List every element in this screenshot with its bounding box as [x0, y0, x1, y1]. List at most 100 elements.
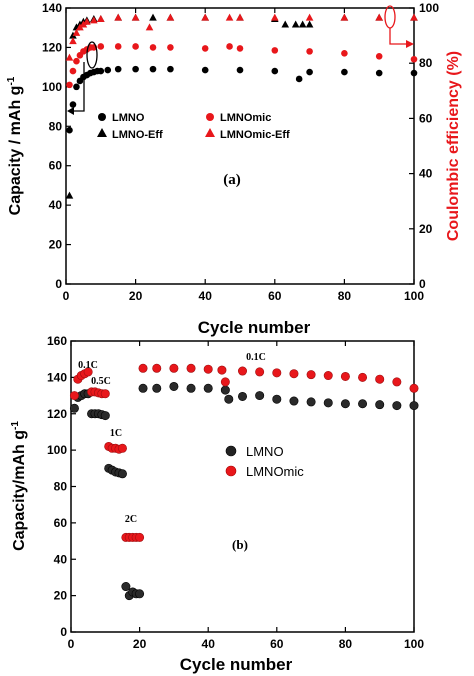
- data-point-lmno-b: [224, 394, 234, 404]
- data-point-lmnomic-eff: [72, 28, 81, 36]
- data-point-lmno-b: [409, 401, 419, 411]
- y2-tick-label: 20: [419, 222, 433, 236]
- legend-label-lmno-b: LMNO: [246, 444, 284, 459]
- data-point-lmnomic-eff: [225, 13, 234, 21]
- plot-frame-a: [65, 7, 415, 285]
- y-tick-label: 80: [49, 119, 63, 133]
- data-point-lmno-eff: [65, 191, 74, 199]
- panel-label-b: (b): [232, 537, 248, 552]
- y-axis-ticks-a: 0 20 40 60 80 100 120 140: [42, 1, 71, 291]
- legend-marker-lmno: [98, 113, 106, 121]
- data-point-lmnomic-eff: [76, 23, 84, 31]
- data-point-lmno-b: [69, 403, 79, 413]
- data-point-lmno: [97, 67, 105, 75]
- x-tick-label: 40: [199, 289, 213, 303]
- data-point-lmnomic: [410, 55, 418, 63]
- data-point-lmnomic-eff: [79, 20, 88, 28]
- x-axis-ticks-a: 0 20 40 60 80 100: [63, 8, 424, 303]
- data-point-lmnomic-eff: [410, 13, 418, 21]
- data-point-lmnomic-eff: [375, 13, 383, 21]
- data-point-lmno-b: [375, 400, 385, 410]
- data-point-lmno-eff: [291, 20, 300, 28]
- data-point-lmnomic: [201, 45, 209, 52]
- data-point-lmno-b: [100, 411, 110, 421]
- data-point-lmnomic-b: [272, 368, 282, 378]
- data-point-lmnomic-b: [306, 370, 316, 380]
- legend-marker-lmnomic: [206, 113, 214, 121]
- data-point-lmno-b: [306, 397, 316, 407]
- legend-marker-lmno-b: [225, 445, 237, 457]
- capacity-highlight-ellipse: [86, 41, 98, 69]
- data-point-lmno-b: [220, 385, 230, 395]
- data-point-lmno-eff: [305, 20, 314, 28]
- y-tick-label: 140: [47, 370, 67, 384]
- legend-b: LMNO LMNOmic: [225, 444, 304, 479]
- data-point-lmno-b: [138, 383, 148, 393]
- data-point-lmno-b: [255, 391, 265, 401]
- data-point-lmnomic-b: [217, 365, 227, 375]
- rate-label-1C: 1C: [110, 428, 122, 439]
- data-point-lmnomic-b: [138, 363, 148, 373]
- data-point-lmno-b: [186, 383, 196, 393]
- data-point-lmnomic: [66, 81, 73, 89]
- y-tick-label: 100: [47, 443, 67, 457]
- x-tick-label: 60: [270, 637, 284, 651]
- x-tick-label: 80: [338, 289, 352, 303]
- y2-axis-ticks-a: 0 20 40 60 80 100: [409, 1, 439, 291]
- data-point-lmnomic-eff: [145, 23, 154, 31]
- x-tick-label: 100: [404, 637, 424, 651]
- y-tick-label: 20: [54, 589, 68, 603]
- data-point-lmnomic-b: [220, 377, 230, 387]
- data-point-lmnomic-b: [186, 363, 196, 373]
- y-tick-label: 120: [47, 407, 67, 421]
- x-tick-label: 0: [63, 289, 70, 303]
- y2-axis-title-a: Coulombic efficiency (%): [445, 51, 462, 241]
- data-point-lmno-b: [238, 391, 248, 401]
- data-point-lmnomic-b: [392, 377, 402, 387]
- data-point-lmno-eff: [149, 13, 157, 21]
- legend-marker-lmnomic-eff: [205, 128, 215, 137]
- capacity-pointer-line: [72, 62, 85, 112]
- x-tick-label: 40: [202, 637, 216, 651]
- y-tick-label: 0: [60, 625, 67, 639]
- data-point-lmno-eff: [298, 20, 307, 28]
- rate-label-0.5C: 0.5C: [91, 376, 111, 387]
- data-point-lmno: [132, 65, 139, 73]
- data-point-lmnomic-b: [203, 364, 213, 374]
- y-tick-label: 40: [54, 552, 68, 566]
- data-point-lmnomic-b: [135, 532, 145, 542]
- capacity-pointer-arrowhead: [67, 107, 74, 115]
- data-point-lmno: [306, 68, 313, 76]
- data-point-lmnomic: [167, 44, 174, 51]
- efficiency-pointer-line: [389, 28, 408, 45]
- y2-tick-label: 100: [419, 1, 439, 15]
- y-tick-label: 120: [42, 40, 62, 54]
- data-point-lmnomic: [375, 53, 383, 60]
- y-tick-label: 80: [54, 480, 68, 494]
- data-point-lmnomic-b: [100, 389, 110, 399]
- data-point-lmno: [375, 69, 383, 77]
- data-point-lmno-eff: [69, 31, 77, 39]
- data-point-lmnomic-eff: [114, 13, 122, 21]
- rate-label-2C: 2C: [125, 514, 137, 525]
- data-point-lmno-b: [289, 396, 299, 406]
- data-point-lmnomic-b: [169, 363, 179, 373]
- capacity-axis-pointer: [67, 41, 98, 115]
- data-point-lmno: [341, 68, 348, 76]
- data-point-lmno-b: [392, 401, 402, 411]
- data-point-lmno-b: [272, 394, 282, 404]
- y-tick-label: 140: [42, 1, 62, 15]
- data-point-lmno: [271, 67, 279, 75]
- data-point-lmnomic-b: [409, 383, 419, 393]
- data-point-lmnomic: [73, 57, 80, 65]
- legend-label-lmnomic-b: LMNOmic: [246, 464, 304, 479]
- legend-a: LMNO LMNOmic LMNO-Eff LMNOmic-Eff: [97, 112, 290, 141]
- data-point-lmnomic: [132, 43, 139, 50]
- x-axis-ticks-b: 0 20 40 60 80 100: [68, 341, 424, 651]
- data-point-lmnomic: [271, 47, 279, 54]
- y-tick-label: 100: [42, 80, 62, 94]
- panel-label-a: (a): [223, 172, 241, 188]
- data-point-lmnomic-eff: [201, 13, 209, 21]
- data-point-lmnomic-eff: [69, 37, 77, 45]
